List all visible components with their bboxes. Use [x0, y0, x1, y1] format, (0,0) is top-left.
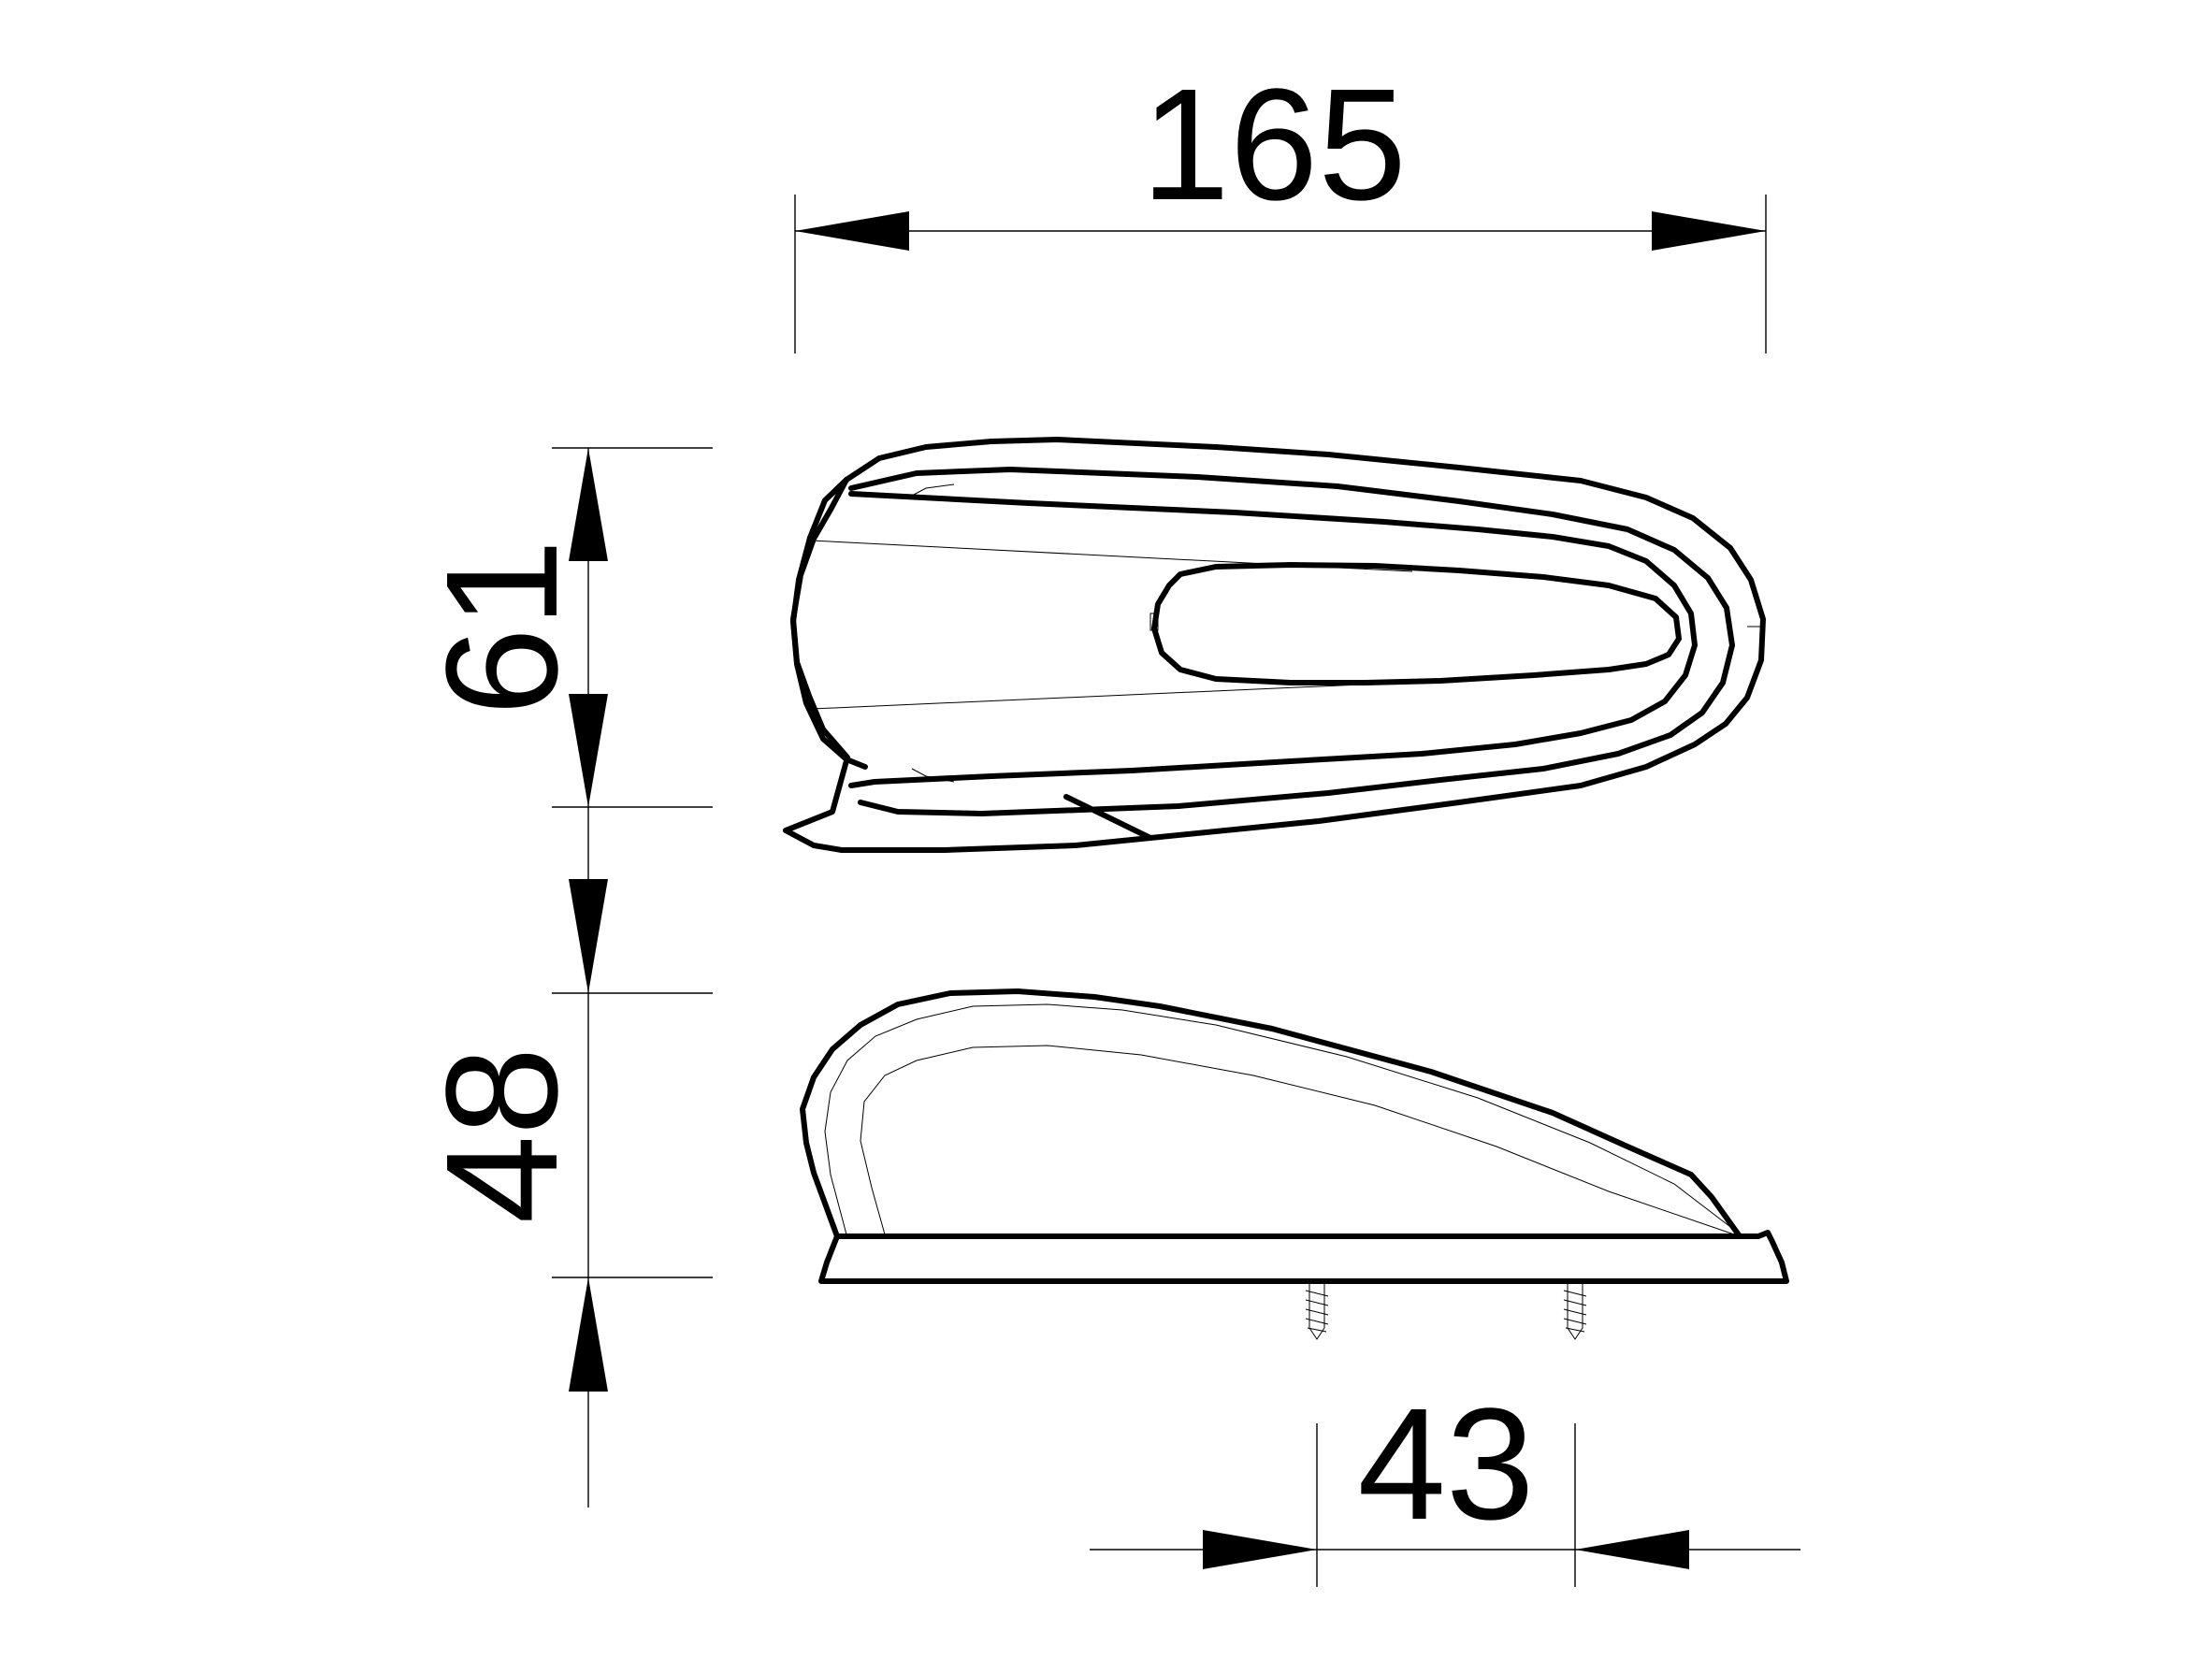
spacing-label: 43	[1357, 1376, 1534, 1553]
width-arrow-bottom	[569, 694, 608, 807]
top-view-left-arc-bottom	[911, 768, 955, 783]
width-dimension: 61	[413, 447, 713, 1508]
height-arrow-bottom	[569, 1277, 608, 1392]
top-view-left-cap	[790, 477, 868, 770]
length-label: 165	[1141, 56, 1407, 234]
length-dimension: 165	[794, 56, 1767, 353]
top-view-inner-outline	[848, 491, 1698, 788]
spacing-arrow-left	[1203, 1530, 1317, 1569]
side-view-inner-cavity	[860, 1045, 1741, 1237]
width-label: 61	[413, 539, 591, 715]
side-view-outer-profile	[800, 988, 1742, 1239]
screw-right	[1563, 1281, 1587, 1340]
top-view-outer-outline	[844, 437, 1766, 841]
spacing-arrow-right	[1575, 1530, 1689, 1569]
height-label: 48	[413, 1046, 591, 1223]
length-arrow-right	[1652, 211, 1766, 251]
top-view-hairline-bottom	[811, 682, 1404, 710]
side-view-inner-profile	[824, 1003, 1739, 1235]
height-arrow-top	[569, 879, 608, 993]
top-view-slot-mark	[1149, 613, 1159, 631]
width-arrow-top	[569, 448, 608, 561]
top-view-left-arc-top	[911, 483, 955, 497]
top-view-slot	[1151, 562, 1682, 685]
length-arrow-left	[795, 211, 909, 251]
top-view	[783, 437, 1766, 853]
screw-spacing-dimension: 43	[1090, 1376, 1800, 1587]
screw-left	[1305, 1281, 1329, 1340]
top-view-middle-outline	[848, 467, 1735, 816]
side-view	[800, 988, 1789, 1340]
top-view-outer-outline-bottom	[783, 477, 1153, 853]
height-dimension: 48	[413, 879, 713, 1392]
side-view-base	[818, 1230, 1789, 1284]
